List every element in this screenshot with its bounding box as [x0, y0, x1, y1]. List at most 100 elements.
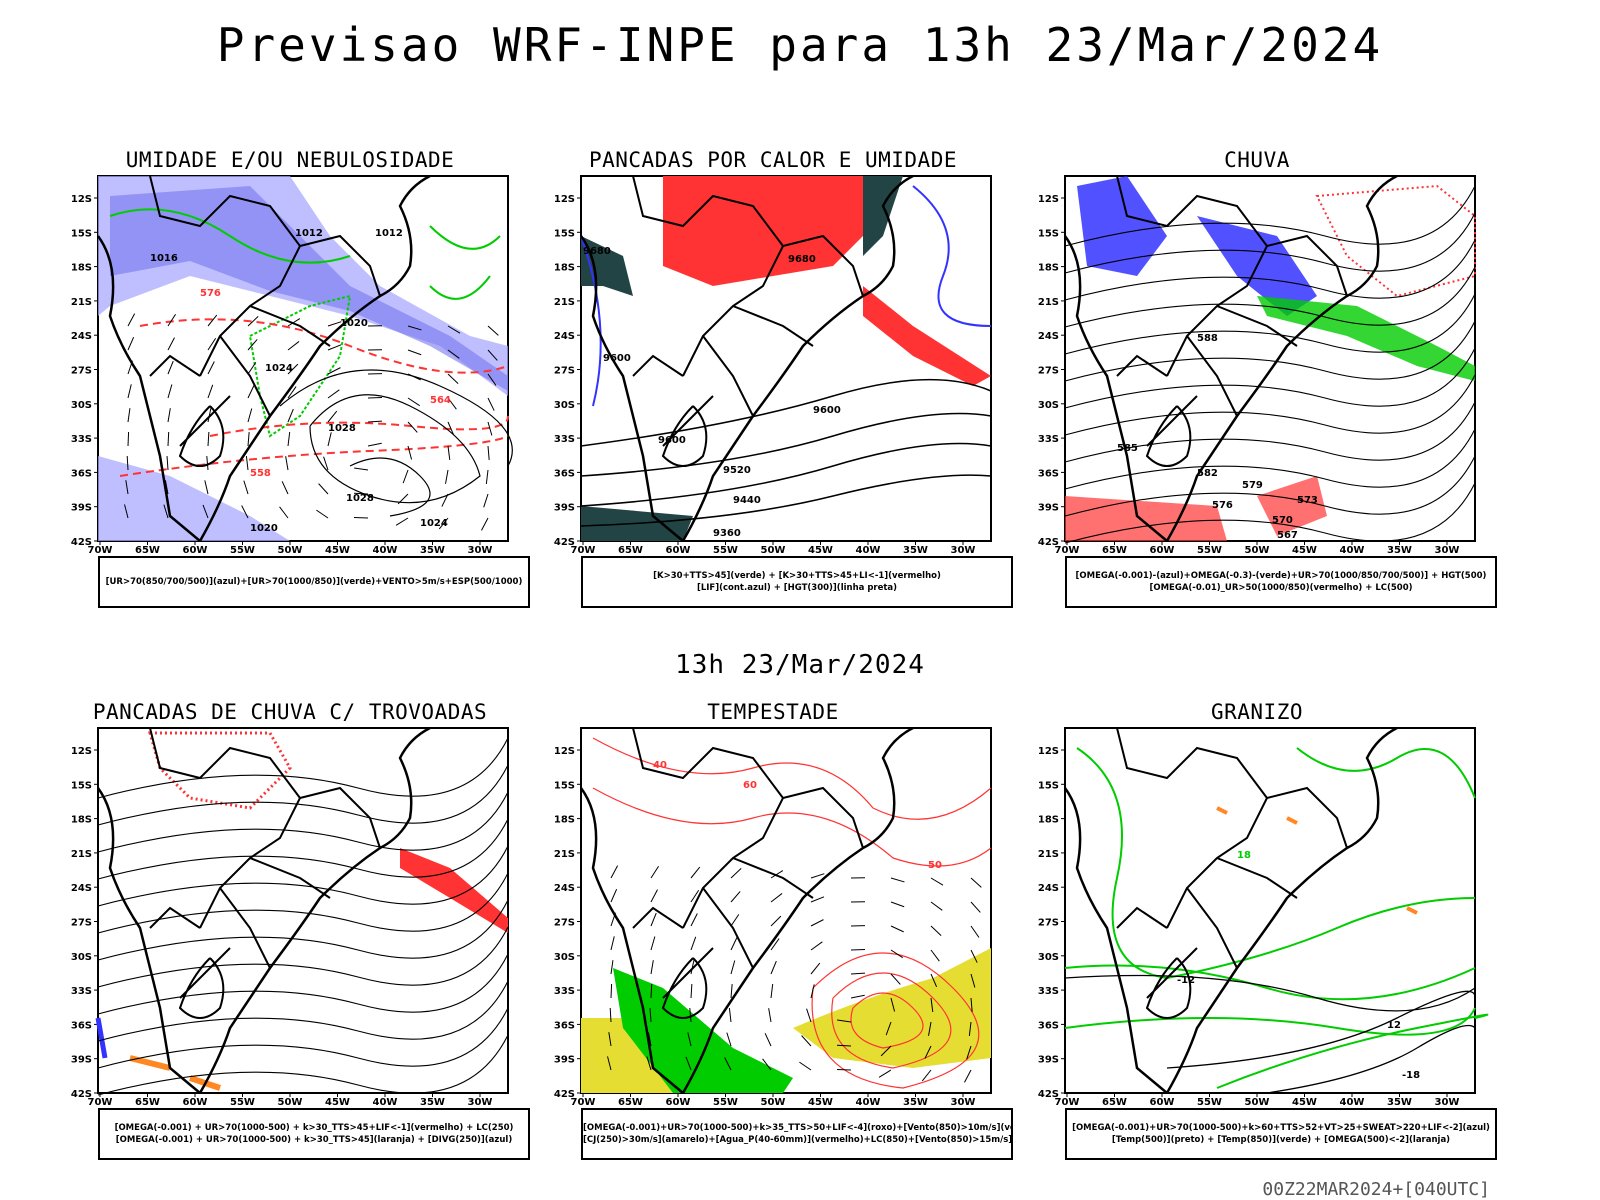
wind-arrow: [163, 504, 169, 519]
wind-arrow: [247, 362, 257, 375]
streamline: [1064, 185, 1476, 247]
contour-label: 9680: [788, 254, 816, 265]
wind-vectors: [124, 313, 499, 531]
wind-arrow: [968, 1021, 972, 1036]
panel-title: PANCADAS DE CHUVA C/ TROVOADAS: [92, 700, 488, 724]
contour-label: 576: [200, 288, 221, 299]
wind-arrow: [878, 1069, 892, 1078]
lon-label: 35W: [1387, 545, 1412, 556]
wind-arrow: [407, 421, 418, 433]
wind-arrow: [610, 936, 615, 951]
coastline: [579, 174, 914, 542]
wind-arrow: [207, 361, 215, 375]
lon-label: 70W: [1055, 545, 1080, 556]
wind-arrow: [768, 1008, 772, 1023]
lat-label: 33S: [71, 434, 92, 445]
isobar-3: [349, 457, 431, 517]
streamline: [97, 1007, 509, 1069]
omega-red-south: [1065, 496, 1227, 541]
thickness-line-2: [119, 435, 509, 477]
temp850-green-2: [1064, 964, 1476, 1001]
lat-label: 39S: [554, 503, 575, 514]
contour-label: -18: [1402, 1070, 1420, 1081]
lat-label: 24S: [1038, 331, 1059, 342]
lat-label: 18S: [554, 263, 575, 274]
lat-label: 27S: [1038, 918, 1059, 929]
water-red-contour-3: [811, 952, 980, 1089]
wind-arrow: [247, 408, 253, 423]
lon-label: 55W: [1197, 1097, 1222, 1108]
wind-arrow: [327, 344, 342, 351]
wind-arrow: [247, 385, 255, 399]
panel-title: TEMPESTADE: [707, 700, 839, 724]
wind-arrow: [407, 349, 422, 356]
lat-label: 15S: [554, 780, 575, 791]
panel-title: GRANIZO: [1210, 700, 1303, 724]
lon-label: 60W: [666, 545, 691, 556]
temp500-black-2: [1166, 990, 1476, 1069]
wind-arrow: [247, 432, 250, 447]
wind-arrow: [730, 984, 733, 999]
wind-arrow: [890, 925, 904, 933]
wind-arrow: [650, 889, 658, 903]
wind-green: [613, 968, 793, 1093]
divergence-blue: [95, 1017, 108, 1059]
lat-label: 33S: [71, 986, 92, 997]
contour-label: 9600: [603, 353, 631, 364]
wind-arrow: [287, 408, 294, 423]
wind-arrow: [730, 937, 738, 951]
lat-label: 30S: [554, 952, 575, 963]
wind-arrow: [127, 384, 132, 399]
panel-legend: [OMEGA(-0.001)+UR>70(1000-500)+k>60+TTS>…: [1065, 1108, 1497, 1160]
subtitle: 13h 23/Mar/2024: [675, 650, 925, 680]
streamline: [1064, 239, 1476, 301]
coastline-path: [1063, 726, 1398, 1094]
humidity-lower-green: [248, 294, 352, 438]
wind-arrow: [127, 431, 130, 447]
wind-arrow: [890, 997, 896, 1012]
wind-arrow: [966, 1045, 972, 1060]
wind-arrow: [770, 915, 782, 927]
lat-label: 30S: [1038, 400, 1059, 411]
temp850-green-3: [1064, 1007, 1476, 1036]
border-path: [149, 175, 381, 467]
lon-label: 30W: [951, 545, 976, 556]
lat-label: 24S: [554, 883, 575, 894]
wind-arrow: [279, 506, 289, 519]
thunder-red-coast: [400, 848, 508, 933]
wind-arrow: [730, 960, 736, 975]
lon-label: 35W: [420, 545, 445, 556]
lon-label: 70W: [1055, 1097, 1080, 1108]
lon-label: 65W: [618, 545, 643, 556]
lat-label: 39S: [71, 503, 92, 514]
lat-label: 36S: [1038, 468, 1059, 479]
height-300-a: [580, 378, 992, 447]
legend-line: [OMEGA(-0.001)+UR>70(1000-500)+k>60+TTS>…: [1072, 1123, 1490, 1133]
run-info: 00Z22MAR2024+[040UTC]: [1262, 1179, 1490, 1200]
wind-arrow: [407, 325, 422, 331]
border-path: [1116, 175, 1348, 467]
wind-arrow: [609, 1007, 612, 1023]
wind-arrow: [921, 1069, 932, 1082]
streamline: [97, 845, 509, 907]
streamline: [97, 791, 509, 853]
streamline: [97, 737, 509, 799]
wind-arrow: [167, 408, 171, 423]
wind-arrow: [483, 493, 489, 508]
wind-arrow: [243, 480, 249, 495]
lat-label: 27S: [554, 918, 575, 929]
contour-label: 570: [1272, 515, 1293, 526]
contour-label: 1012: [375, 228, 403, 239]
wind-arrow: [127, 408, 131, 423]
wind-arrow: [928, 1021, 932, 1036]
contour-label: 1028: [328, 423, 356, 434]
wind-arrow: [850, 972, 866, 975]
wind-arrow: [924, 1045, 932, 1059]
page-title: Previsao WRF-INPE para 13h 23/Mar/2024: [216, 18, 1384, 72]
wind-arrow: [447, 421, 455, 436]
lon-label: 50W: [1245, 1097, 1270, 1108]
temp850-green-north: [1296, 747, 1476, 799]
contour-label: 12: [1387, 1020, 1401, 1031]
